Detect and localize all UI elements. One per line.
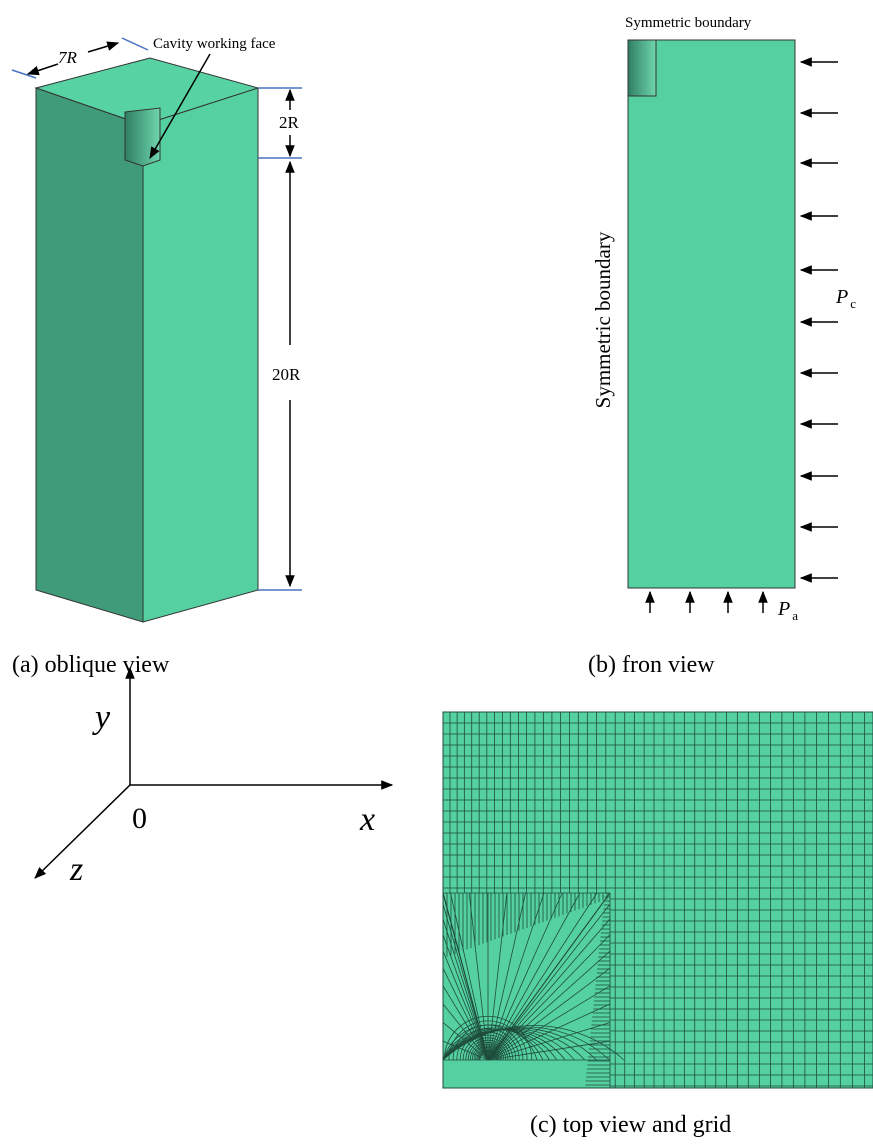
box-left-face [36,88,143,622]
axis-x-label: x [359,801,375,838]
pressure-subscript: c [850,296,856,311]
figure: 7R Cavity working face 2R 20R (a) oblique vi… [0,0,873,1146]
axis-origin-label: 0 [132,802,147,835]
front-cavity [628,40,656,96]
axis-y-label: y [92,699,111,736]
axis-z-label: z [69,851,83,888]
pressure-symbol: P [777,598,790,620]
height-label: 20R [272,365,301,384]
box-right-face [143,88,258,622]
front-body [628,40,795,588]
pressure-subscript: a [792,608,798,623]
dim-line [12,70,36,78]
caption-c: (c) top view and grid [530,1112,731,1138]
arrow [28,64,58,74]
depth-label: 2R [279,113,300,132]
arrow [88,43,118,52]
cavity-label: Cavity working face [153,36,276,52]
dim-line [122,38,148,50]
cavity [125,108,160,166]
caption-b: (b) fron view [588,652,715,678]
side-boundary-label: Symmetric boundary [591,231,615,408]
width-label: 7R [58,48,78,67]
pressure-symbol: P [835,286,848,308]
caption-a: (a) oblique view [12,652,170,678]
mesh-background [443,712,873,1088]
top-boundary-label: Symmetric boundary [625,15,752,31]
